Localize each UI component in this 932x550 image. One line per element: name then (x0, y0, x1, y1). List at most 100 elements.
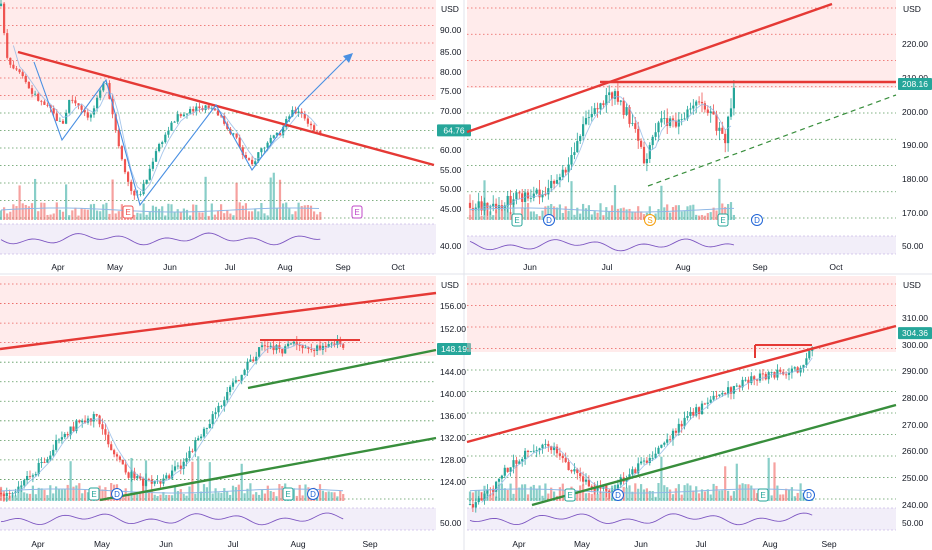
candle-body (194, 440, 197, 452)
candle-body (295, 341, 298, 345)
candle-body (102, 83, 105, 91)
volume-bar (182, 493, 185, 501)
candle-body (660, 118, 663, 123)
volume-bar (718, 178, 721, 220)
volume-bar (252, 494, 255, 501)
candle-body (98, 415, 101, 425)
volume-bar (483, 485, 486, 501)
candle-body (587, 117, 590, 119)
range-support-line (247, 348, 437, 390)
volume-bar (793, 496, 796, 501)
volume-bar (648, 490, 651, 501)
price-tick-label: 124.00 (440, 477, 466, 487)
volume-bar (330, 492, 333, 501)
volume-bar (306, 205, 309, 220)
candle-body (605, 95, 608, 106)
candle-body (0, 3, 3, 7)
candle-body (95, 414, 98, 416)
earnings-marker (717, 213, 729, 227)
candle-body (263, 147, 266, 149)
price-tick-label: 220.00 (902, 39, 928, 49)
earnings-marker (511, 213, 523, 227)
volume-bar (211, 493, 214, 501)
candle-body (139, 475, 142, 479)
candle-body (602, 103, 605, 106)
candle-body (287, 343, 290, 347)
candle-body (115, 454, 119, 457)
volume-bar (52, 493, 55, 501)
earnings-marker-label: E (514, 216, 519, 225)
volume-bar (582, 484, 585, 501)
time-tick-label: May (94, 539, 111, 549)
candle-body (787, 372, 791, 375)
candle-body (292, 341, 295, 344)
volume-bar (544, 206, 547, 220)
volume-bar (497, 208, 501, 220)
volume-bar (285, 202, 288, 220)
volume-bar (204, 176, 207, 220)
candle-body (6, 33, 9, 58)
last-price-label: 304.36 (902, 328, 928, 338)
volume-bar (712, 207, 715, 220)
candle-body (503, 467, 506, 476)
earnings-marker-label: E (91, 490, 96, 499)
volume-bar (3, 207, 6, 220)
volume-bar (21, 203, 24, 220)
candle-body (541, 194, 544, 198)
earnings-marker (757, 488, 769, 502)
volume-bar (185, 495, 188, 501)
volume-bar (495, 496, 498, 501)
volume-bar (321, 490, 324, 501)
volume-bar (86, 209, 89, 220)
candle-body (309, 123, 313, 126)
candle-body (547, 188, 550, 195)
candle-body (136, 475, 139, 479)
candle-body (660, 444, 663, 448)
candle-body (663, 442, 666, 445)
volume-bar (327, 491, 330, 501)
candle-body (593, 108, 596, 114)
time-tick-label: Sep (362, 539, 377, 549)
volume-bar (194, 493, 197, 501)
volume-bar (596, 493, 599, 501)
volume-bar (642, 489, 646, 501)
candle-body (229, 386, 232, 393)
candle-body (532, 193, 535, 198)
volume-bar (590, 493, 593, 501)
volume-bar (683, 485, 686, 501)
volume-bar (706, 213, 709, 220)
resistance-zone (467, 276, 896, 352)
candle-body (272, 135, 275, 138)
volume-bar (700, 489, 704, 501)
volume-bar (738, 484, 741, 501)
volume-bar (506, 204, 509, 220)
candle-body (709, 111, 712, 114)
candle-body (226, 392, 229, 401)
volume-bar (226, 210, 229, 220)
candle-body (11, 492, 14, 494)
candle-body (674, 120, 677, 127)
candle-body (139, 194, 142, 195)
volume-bar (185, 209, 189, 220)
volume-moving-average (0, 207, 320, 213)
candle-body (258, 347, 261, 357)
candle-body (249, 359, 252, 362)
volume-bar (625, 487, 628, 501)
volume-bar (144, 460, 148, 501)
volume-bar (616, 208, 619, 220)
volume-bar (686, 483, 689, 501)
volume-bar (654, 496, 657, 501)
candle-body (200, 436, 203, 439)
time-tick-label: Jun (634, 539, 648, 549)
candle-body (254, 161, 257, 165)
volume-bar (297, 202, 300, 220)
volume-bar (121, 494, 124, 501)
ascending-resistance-trendline (466, 2, 833, 134)
candle-body (518, 192, 521, 194)
candle-body (37, 93, 40, 101)
volume-bar (471, 208, 474, 220)
candle-body (154, 151, 158, 162)
candle-body (570, 154, 573, 165)
candle-body (544, 194, 547, 196)
earnings-marker-label: E (285, 490, 290, 499)
